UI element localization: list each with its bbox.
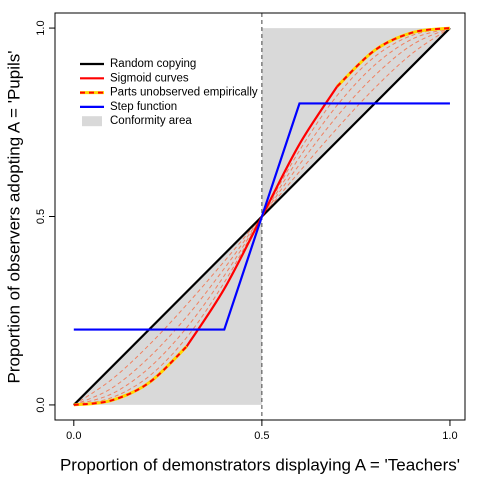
series-line-dash	[73, 345, 188, 406]
legend-label: Conformity area	[110, 115, 192, 127]
series-line	[73, 102, 450, 331]
legend-label: Parts unobserved empirically	[110, 87, 258, 99]
sigmoid-curve	[73, 27, 451, 406]
plot-area: 0.0 0.5 1.0 0.0 0.5 1.0 Random copying Sigmoid …	[35, 12, 466, 442]
x-axis-label: Proportion of demonstrators displaying A…	[60, 455, 460, 474]
x-tick-label: 0.5	[254, 430, 269, 442]
legend-label: Random copying	[110, 58, 196, 70]
y-axis-label: Proportion of observers adopting A = 'Pu…	[4, 50, 23, 383]
y-tick-label: 0.0	[35, 397, 47, 412]
y-tick-label: 1.0	[35, 20, 47, 35]
x-tick-label: 1.0	[442, 430, 457, 442]
legend-label: Step function	[110, 101, 177, 113]
sigmoid-curve	[73, 27, 451, 406]
y-tick-label: 0.5	[35, 209, 47, 224]
series-line-dash	[336, 27, 451, 88]
legend-swatch	[82, 116, 102, 127]
legend-label: Sigmoid curves	[110, 72, 189, 84]
x-tick-label: 0.0	[66, 430, 81, 442]
